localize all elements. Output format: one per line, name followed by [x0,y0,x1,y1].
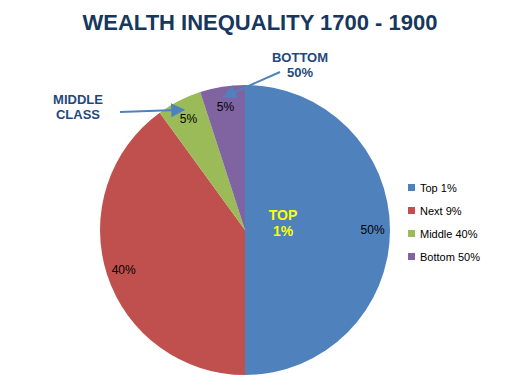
annotation: MIDDLECLASS [53,92,103,122]
legend-swatch [408,253,415,260]
data-label: 50% [361,223,385,237]
annotation-arrow [120,110,184,112]
legend-swatch [408,184,415,191]
legend-item: Top 1% [408,182,457,194]
legend: Top 1% Next 9% Middle 40% Bottom 50% [408,182,480,263]
data-label: 5% [180,112,198,126]
legend-label: Next 9% [420,205,462,217]
pie-slice [245,85,390,375]
legend-label: Middle 40% [420,228,478,240]
legend-item: Bottom 50% [408,251,480,263]
chart: WEALTH INEQUALITY 1700 - 1900 50% 40% 5% 5% T… [0,0,520,390]
annotation: TOP1% [269,207,298,239]
legend-label: Top 1% [420,182,457,194]
legend-swatch [408,230,415,237]
data-label: 40% [112,263,136,277]
pie-slice [200,85,245,230]
legend-label: Bottom 50% [420,251,480,263]
title: WEALTH INEQUALITY 1700 - 1900 [83,10,438,35]
annotation: BOTTOM50% [272,50,328,80]
pie: 50% 40% 5% 5% [100,85,390,375]
legend-swatch [408,207,415,214]
data-label: 5% [217,100,235,114]
legend-item: Middle 40% [408,228,478,240]
background [0,0,520,390]
annotation-arrow [224,72,280,97]
legend-item: Next 9% [408,205,462,217]
